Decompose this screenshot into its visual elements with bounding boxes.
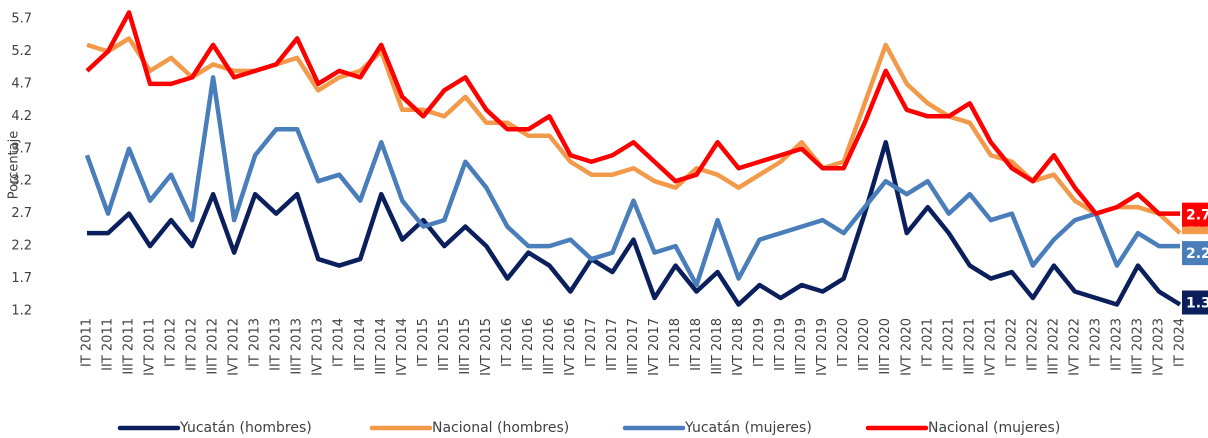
x-tick-label: IVT 2019 — [815, 318, 830, 376]
x-tick-label: IVT 2021 — [983, 318, 998, 376]
x-tick-label: IIIT 2020 — [878, 318, 893, 375]
x-tick-label: IT 2011 — [80, 318, 95, 367]
x-tick-label: IIT 2021 — [941, 318, 956, 371]
x-tick-label: IIT 2020 — [857, 318, 872, 371]
y-tick-label: 5.2 — [11, 44, 32, 59]
x-tick-label: IVT 2011 — [143, 318, 158, 376]
x-tick-label: IT 2024 — [1173, 318, 1188, 367]
y-tick-label: 2.2 — [11, 239, 32, 254]
y-tick-label: 2.7 — [11, 206, 32, 221]
x-tick-label: IVT 2016 — [563, 318, 578, 376]
x-tick-label: IVT 2022 — [1067, 318, 1082, 376]
y-tick-label: 3.7 — [11, 141, 32, 156]
value-label-box — [1182, 290, 1208, 315]
x-tick-label: IIT 2015 — [437, 318, 452, 371]
x-tick-label: IT 2013 — [248, 318, 263, 367]
value-label: 2.2 — [1186, 246, 1208, 262]
x-tick-label: IIIT 2014 — [374, 318, 389, 375]
x-tick-label: IIIT 2012 — [206, 318, 221, 375]
x-tick-label: IIIT 2018 — [710, 318, 725, 375]
x-tick-label: IIT 2011 — [101, 318, 116, 371]
x-tick-label: IIIT 2023 — [1130, 318, 1145, 375]
y-tick-label: 1.2 — [11, 304, 32, 319]
x-tick-label: IVT 2014 — [395, 318, 410, 376]
x-tick-label: IT 2018 — [668, 318, 683, 367]
y-axis-label: Porcentaje — [7, 131, 22, 199]
x-tick-label: IIT 2022 — [1025, 318, 1040, 371]
x-tick-label: IVT 2017 — [647, 318, 662, 376]
x-tick-label: IIIT 2011 — [122, 318, 137, 375]
value-label-box — [1182, 241, 1208, 266]
x-tick-label: IVT 2023 — [1151, 318, 1166, 376]
x-tick-label: IIT 2013 — [269, 318, 284, 371]
x-tick-label: IIT 2023 — [1109, 318, 1124, 371]
y-tick-label: 1.7 — [11, 271, 32, 286]
x-tick-label: IT 2014 — [332, 318, 347, 367]
x-tick-label: IT 2017 — [584, 318, 599, 367]
x-tick-label: IIT 2018 — [689, 318, 704, 371]
x-tick-label: IT 2019 — [752, 318, 767, 367]
series-line — [87, 140, 1182, 307]
legend-label: Yucatán (mujeres) — [684, 420, 812, 436]
legend-label: Nacional (mujeres) — [928, 420, 1060, 436]
x-tick-label: IIT 2016 — [521, 318, 536, 371]
x-tick-label: IIT 2019 — [773, 318, 788, 371]
x-tick-label: IT 2020 — [836, 318, 851, 367]
legend-label: Yucatán (hombres) — [179, 420, 312, 436]
value-label-box — [1182, 202, 1208, 227]
x-tick-label: IT 2015 — [416, 318, 431, 367]
series-line — [84, 75, 1180, 288]
y-tick-label: 4.2 — [11, 109, 32, 124]
value-label: 1.3 — [1186, 296, 1208, 312]
x-tick-label: IIT 2014 — [353, 318, 368, 371]
x-tick-label: IT 2022 — [1004, 318, 1019, 367]
x-tick-label: IIIT 2013 — [290, 318, 305, 375]
x-tick-label: IIIT 2019 — [794, 318, 809, 375]
x-tick-label: IIIT 2021 — [962, 318, 977, 375]
x-tick-label: IVT 2020 — [899, 318, 914, 376]
x-tick-label: IIIT 2022 — [1046, 318, 1061, 375]
x-tick-label: IIIT 2017 — [626, 318, 641, 375]
value-label: 2.7 — [1186, 208, 1208, 224]
x-tick-label: IIIT 2016 — [542, 318, 557, 375]
x-tick-label: IT 2023 — [1088, 318, 1103, 367]
x-tick-label: IIT 2012 — [185, 318, 200, 371]
x-tick-label: IVT 2018 — [731, 318, 746, 376]
x-tick-label: IT 2016 — [500, 318, 515, 367]
x-tick-label: IT 2021 — [920, 318, 935, 367]
y-tick-label: 4.7 — [11, 76, 32, 91]
x-tick-label: IIIT 2015 — [458, 318, 473, 375]
x-tick-label: IIT 2017 — [605, 318, 620, 371]
x-tick-label: IVT 2012 — [227, 318, 242, 376]
y-tick-label: 3.2 — [11, 174, 32, 189]
x-tick-label: IVT 2013 — [311, 318, 326, 376]
x-tick-label: IVT 2015 — [479, 318, 494, 376]
x-tick-label: IT 2012 — [164, 318, 179, 367]
y-tick-label: 5.7 — [11, 11, 32, 26]
series-line — [85, 10, 1180, 216]
legend-label: Nacional (hombres) — [432, 420, 569, 436]
